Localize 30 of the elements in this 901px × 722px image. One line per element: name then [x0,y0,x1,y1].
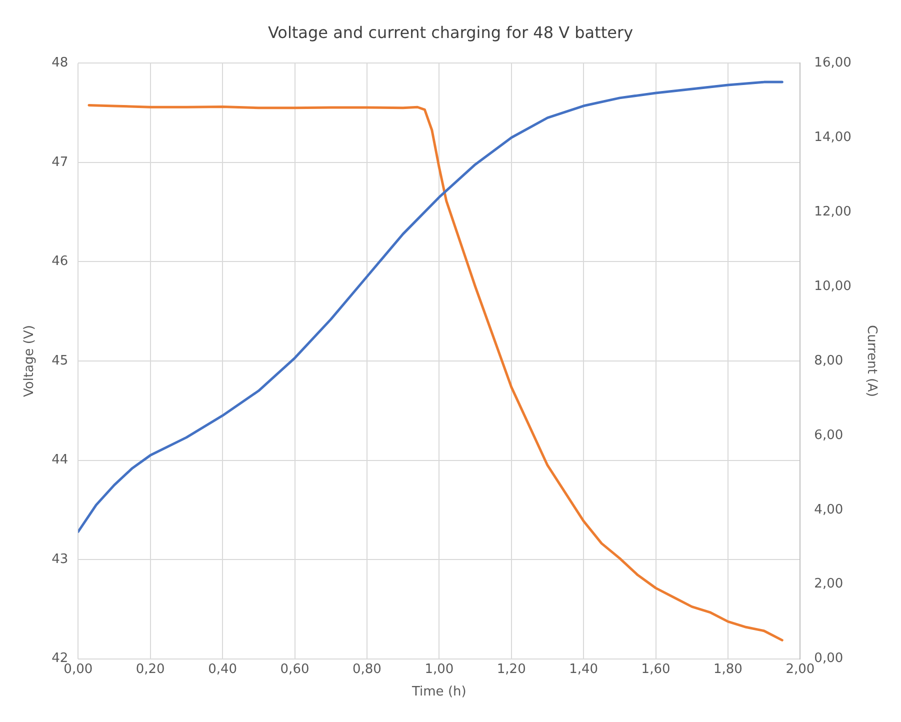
x-tick-label: 1,80 [714,662,742,677]
y2-tick-label: 4,00 [814,502,844,518]
y-tick-label: 48 [52,56,68,71]
y2-tick-label: 12,00 [814,204,852,220]
y-tick-label: 43 [52,552,68,567]
x-tick-label: 0,00 [64,662,93,677]
y2-tick-label: 16,00 [814,56,852,71]
x-tick-label: 0,80 [352,662,382,677]
y-tick-label: 47 [52,154,68,170]
x-tick-label: 1,00 [424,662,454,677]
x-tick-label: 0,60 [280,662,310,677]
y2-axis-title: Current (A) [864,325,879,397]
y-axis-title: Voltage (V) [22,325,38,397]
x-tick-label: 2,00 [786,662,815,677]
x-tick-label: 1,60 [641,662,670,677]
chart-title: Voltage and current charging for 48 V battery [268,22,634,42]
y-tick-label: 45 [52,353,68,368]
y2-tick-label: 14,00 [814,130,852,146]
y2-tick-label: 6,00 [814,428,844,443]
y2-tick-label: 2,00 [814,576,844,592]
x-axis-title: Time (h) [410,684,466,700]
y2-tick-label: 0,00 [814,651,844,666]
y-tick-label: 46 [52,254,68,270]
y2-tick-label: 8,00 [814,353,844,368]
y-tick-label: 44 [52,452,68,468]
y2-tick-label: 10,00 [814,278,852,294]
x-tick-label: 1,40 [569,662,598,677]
x-tick-label: 0,20 [136,662,165,677]
x-tick-label: 0,40 [208,662,238,677]
x-tick-label: 1,20 [496,662,526,677]
